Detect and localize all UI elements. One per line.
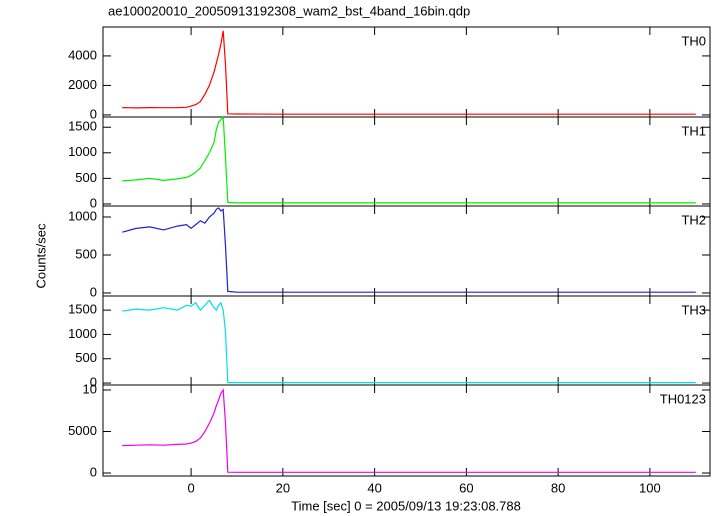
data-line	[122, 30, 696, 115]
panel-label: TH1	[681, 123, 706, 138]
y-tick-label: 500	[75, 170, 97, 185]
data-line	[122, 299, 696, 384]
chart-title: ae100020010_20050913192308_wam2_bst_4ban…	[108, 3, 470, 18]
y-tick-label: 500	[75, 350, 97, 365]
panel-label: TH0	[681, 33, 706, 48]
y-tick-label: 0	[90, 195, 97, 210]
data-line	[122, 207, 696, 293]
panel-frame	[102, 295, 711, 386]
y-tick-label: 500	[75, 246, 97, 261]
x-tick-label: 20	[276, 480, 290, 495]
x-tick-label: 80	[551, 480, 565, 495]
panel-frame	[102, 116, 711, 207]
panel-label: TH3	[681, 302, 706, 317]
data-line	[122, 115, 696, 204]
y-tick-label: 0	[90, 106, 97, 121]
panel-frame	[102, 205, 711, 297]
y-tick-label: 5000	[68, 423, 97, 438]
y-axis-label: Counts/sec	[33, 223, 48, 289]
x-tick-label: 0	[187, 480, 194, 495]
data-line	[122, 388, 696, 473]
panel-label: TH2	[681, 212, 706, 227]
y-tick-label: 1500	[68, 302, 97, 317]
y-tick-label: 2000	[68, 77, 97, 92]
panel-frame	[102, 26, 711, 118]
y-tick-label: 4000	[68, 47, 97, 62]
panel-label: TH0123	[660, 391, 706, 406]
x-tick-label: 40	[367, 480, 381, 495]
x-tick-label: 60	[459, 480, 473, 495]
y-tick-label: 0	[90, 374, 97, 389]
y-tick-label: 1000	[68, 144, 97, 159]
panel-frame	[102, 384, 711, 477]
y-tick-label: 1500	[68, 119, 97, 134]
y-tick-label: 0	[90, 464, 97, 479]
x-axis-label: Time [sec] 0 = 2005/09/13 19:23:08.788	[291, 498, 521, 513]
y-tick-label: 1000	[68, 326, 97, 341]
x-tick-label: 100	[639, 480, 661, 495]
y-tick-label: 10	[83, 381, 97, 396]
y-tick-label: 1000	[68, 208, 97, 223]
y-tick-label: 0	[90, 284, 97, 299]
